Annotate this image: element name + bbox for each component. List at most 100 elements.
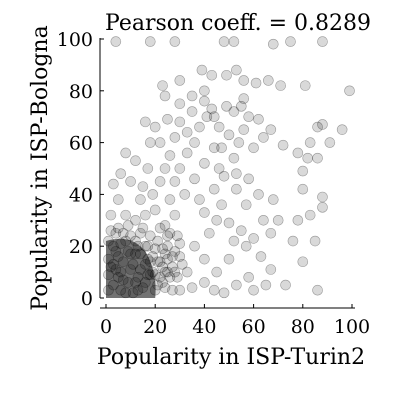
scatter-point bbox=[130, 277, 141, 288]
scatter-point bbox=[243, 111, 254, 122]
scatter-point bbox=[236, 101, 247, 112]
scatter-point bbox=[154, 222, 166, 234]
y-tick-label: 60 bbox=[69, 133, 93, 155]
x-tick-label: 20 bbox=[143, 316, 167, 338]
scatter-point bbox=[228, 235, 240, 247]
scatter-point bbox=[137, 282, 149, 293]
scatter-point bbox=[218, 36, 230, 47]
scatter-point bbox=[157, 243, 168, 255]
scatter-point bbox=[120, 147, 131, 159]
scatter-point bbox=[127, 259, 139, 270]
scatter-point bbox=[250, 77, 262, 89]
scatter-point bbox=[149, 269, 161, 280]
scatter-point bbox=[169, 266, 181, 278]
scatter-point bbox=[272, 215, 284, 226]
scatter-point bbox=[108, 240, 119, 252]
scatter-point bbox=[140, 277, 151, 288]
scatter-point bbox=[223, 253, 235, 265]
scatter-point bbox=[277, 139, 289, 151]
scatter-point bbox=[103, 253, 114, 265]
scatter-point bbox=[137, 222, 149, 234]
scatter-point bbox=[297, 256, 309, 268]
scatter-point bbox=[135, 194, 146, 205]
y-tick-label: 0 bbox=[81, 288, 93, 310]
scatter-point bbox=[253, 113, 264, 125]
scatter-point bbox=[137, 181, 149, 192]
scatter-point bbox=[199, 207, 210, 218]
scatter-point bbox=[113, 271, 124, 283]
scatter-point bbox=[127, 287, 139, 299]
scatter-point bbox=[265, 124, 277, 135]
scatter-point bbox=[130, 215, 141, 226]
y-tick-label: 100 bbox=[57, 29, 93, 51]
scatter-point bbox=[167, 261, 178, 273]
scatter-point bbox=[199, 158, 210, 169]
scatter-point bbox=[267, 194, 279, 205]
scatter-point bbox=[194, 121, 205, 133]
scatter-point bbox=[302, 152, 314, 164]
scatter-point bbox=[292, 147, 304, 159]
scatter-point bbox=[240, 240, 252, 252]
scatter-point bbox=[309, 235, 321, 247]
scatter-point bbox=[208, 284, 220, 296]
scatter-point bbox=[164, 194, 176, 205]
scatter-point bbox=[208, 183, 220, 195]
scatter-point bbox=[164, 271, 176, 283]
scatter-point bbox=[174, 163, 186, 174]
scatter-point bbox=[144, 137, 156, 148]
scatter-point bbox=[130, 235, 141, 247]
scatter-point bbox=[142, 163, 154, 174]
scatter-point bbox=[253, 189, 264, 200]
scatter-point bbox=[199, 277, 210, 288]
scatter-point bbox=[196, 64, 208, 76]
x-axis-label: Popularity in ISP-Turin2 bbox=[97, 345, 365, 370]
scatter-point bbox=[117, 227, 129, 239]
scatter-point bbox=[221, 69, 232, 81]
scatter-point bbox=[199, 95, 210, 107]
scatter-point bbox=[125, 248, 136, 260]
scatter-point bbox=[179, 189, 191, 200]
scatter-point bbox=[238, 124, 250, 135]
scatter-point bbox=[223, 129, 235, 141]
x-tick-label: 100 bbox=[334, 316, 370, 338]
scatter-point bbox=[140, 116, 151, 128]
scatter-point bbox=[159, 282, 171, 293]
scatter-point bbox=[287, 235, 299, 247]
scatter-point bbox=[115, 266, 127, 278]
scatter-point bbox=[218, 287, 230, 299]
scatter-point bbox=[152, 279, 163, 291]
scatter-point bbox=[149, 243, 161, 255]
scatter-point bbox=[228, 106, 240, 117]
scatter-point bbox=[115, 238, 127, 249]
scatter-point bbox=[248, 233, 259, 244]
x-tick-label: 60 bbox=[242, 316, 266, 338]
scatter-point bbox=[186, 106, 198, 117]
dense-point-cluster bbox=[106, 238, 156, 298]
scatter-point bbox=[213, 163, 225, 174]
scatter-point bbox=[110, 227, 122, 239]
scatter-point bbox=[231, 168, 242, 179]
scatter-point bbox=[157, 261, 168, 273]
scatter-point bbox=[255, 251, 267, 262]
scatter-point bbox=[164, 150, 176, 161]
scatter-point bbox=[115, 284, 127, 296]
scatter-point bbox=[174, 116, 186, 128]
scatter-point bbox=[149, 121, 161, 133]
scatter-point bbox=[199, 253, 210, 265]
scatter-point bbox=[147, 189, 159, 200]
scatter-point bbox=[280, 279, 291, 291]
scatter-point bbox=[132, 271, 144, 283]
scatter-point bbox=[159, 266, 171, 278]
scatter-point bbox=[142, 253, 154, 265]
scatter-point bbox=[159, 220, 171, 231]
scatter-point bbox=[159, 163, 171, 174]
scatter-point bbox=[174, 238, 186, 249]
scatter-point bbox=[135, 227, 146, 239]
scatter-point bbox=[162, 266, 173, 278]
scatter-point bbox=[240, 199, 252, 211]
x-tick-label: 40 bbox=[192, 316, 216, 338]
y-tick-label: 80 bbox=[69, 81, 93, 103]
scatter-point bbox=[206, 103, 218, 115]
x-tick-label: 80 bbox=[291, 316, 315, 338]
scatter-point bbox=[142, 240, 154, 252]
